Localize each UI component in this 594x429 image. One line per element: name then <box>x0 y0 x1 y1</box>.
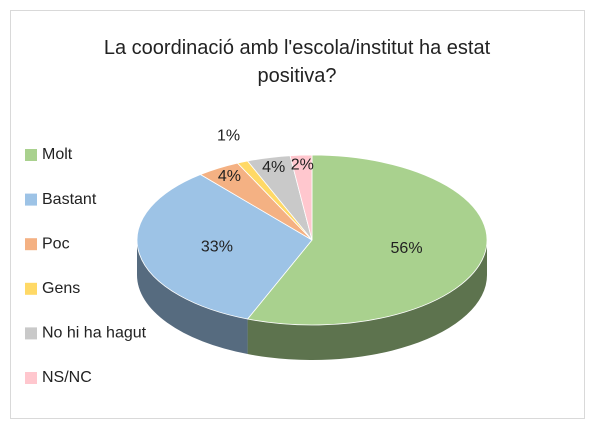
legend-swatch <box>25 149 37 161</box>
legend-swatch <box>25 282 37 295</box>
legend-label: Gens <box>42 280 80 297</box>
data-label: 2% <box>291 157 314 174</box>
data-label: 56% <box>391 240 423 257</box>
legend-label: Bastant <box>42 191 97 208</box>
slice <box>289 154 313 241</box>
data-label: 4% <box>218 168 241 185</box>
slice <box>246 154 488 326</box>
chart-title: La coordinació amb l'escola/institut ha … <box>103 37 491 87</box>
data-label: 4% <box>262 159 285 176</box>
legend-label: NS/NC <box>42 369 92 386</box>
slice-side <box>247 240 487 361</box>
legend-label: Poc <box>42 235 70 252</box>
slice-side <box>136 240 248 355</box>
legend-label: Molt <box>42 146 73 163</box>
legend-swatch <box>25 372 37 384</box>
legend-swatch <box>25 238 37 251</box>
legend-label: No hi ha hagut <box>42 325 147 342</box>
data-label: 1% <box>217 128 240 145</box>
slice <box>136 174 313 320</box>
data-label: 33% <box>201 239 233 256</box>
legend-swatch <box>25 193 37 206</box>
legend-swatch <box>25 327 37 340</box>
